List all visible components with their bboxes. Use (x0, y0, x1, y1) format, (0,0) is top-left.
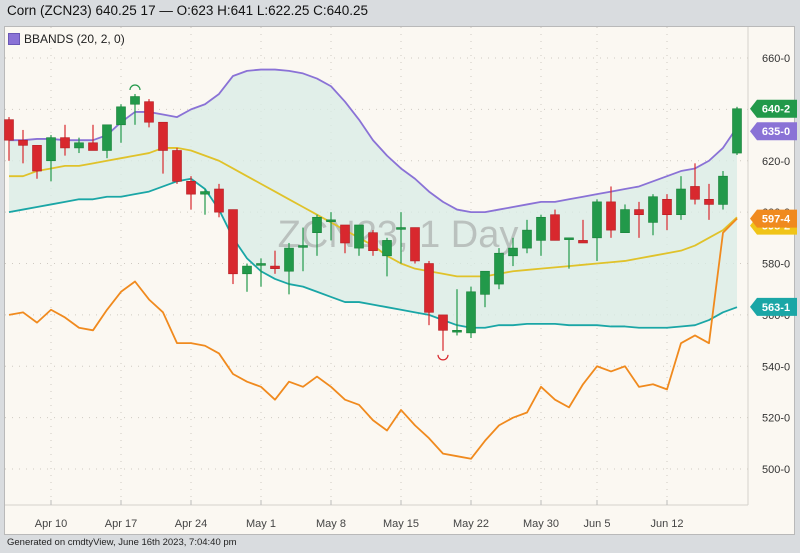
x-axis-tick-label: May 1 (246, 518, 276, 530)
candle-body[interactable] (382, 240, 392, 257)
candle-body[interactable] (522, 229, 532, 249)
y-axis-tick-label: 580-0 (762, 259, 790, 271)
candle-body[interactable] (718, 175, 728, 205)
footer-generated-text: Generated on cmdtyView, June 16th 2023, … (7, 537, 237, 548)
candle-body[interactable] (116, 106, 126, 126)
secondary-price-line (8, 217, 738, 460)
price-tag: 597-4 (750, 209, 797, 228)
svg-text:640-2: 640-2 (762, 104, 790, 116)
x-axis-tick-label: Apr 24 (175, 518, 207, 530)
candle-body[interactable] (494, 252, 504, 285)
candle-body[interactable] (158, 121, 168, 151)
candle-body[interactable] (536, 216, 546, 241)
chart-title: Corn (ZCN23) 640.25 17 — O:623 H:641 L:6… (7, 3, 368, 18)
candle-body[interactable] (88, 142, 98, 151)
candle-body[interactable] (606, 201, 616, 231)
candle-body[interactable] (578, 240, 588, 244)
candle-body[interactable] (298, 245, 308, 248)
bb-lower-line (8, 177, 738, 329)
candle-body[interactable] (200, 191, 210, 195)
legend[interactable]: BBANDS (20, 2, 0) (8, 32, 125, 46)
bollinger-band-fill (9, 69, 737, 328)
candle-body[interactable] (690, 186, 700, 200)
candle-body[interactable] (4, 119, 14, 141)
candle-body[interactable] (648, 196, 658, 223)
candle-body[interactable] (620, 209, 630, 233)
candle-body[interactable] (452, 330, 462, 333)
price-tag: 635-0 (750, 122, 797, 141)
candle-body[interactable] (60, 137, 70, 149)
candle-body[interactable] (312, 216, 322, 233)
candle-body[interactable] (284, 247, 294, 272)
y-axis-tick-label: 660-0 (762, 53, 790, 65)
candle-body[interactable] (242, 265, 252, 275)
y-axis-tick-label: 540-0 (762, 361, 790, 373)
period-low-marker-icon (437, 354, 449, 361)
period-high-marker-icon (129, 84, 141, 91)
candle-body[interactable] (18, 139, 28, 146)
candle-body[interactable] (74, 142, 84, 149)
candle-body[interactable] (46, 137, 56, 162)
x-axis-tick-label: May 15 (383, 518, 419, 530)
x-axis-tick-label: May 8 (316, 518, 346, 530)
candle-body[interactable] (354, 224, 364, 249)
svg-text:635-0: 635-0 (762, 126, 790, 138)
candle-body[interactable] (508, 247, 518, 257)
candle-body[interactable] (732, 108, 742, 154)
svg-text:563-1: 563-1 (762, 302, 790, 314)
candle-body[interactable] (480, 270, 490, 295)
candle-body[interactable] (228, 209, 238, 275)
candle-body[interactable] (424, 263, 434, 313)
candle-body[interactable] (438, 314, 448, 331)
x-axis-tick-label: Apr 17 (105, 518, 137, 530)
bb-upper-line (9, 68, 738, 214)
candle-body[interactable] (676, 188, 686, 216)
price-tag: 563-1 (750, 297, 797, 316)
y-axis-tick-label: 500-0 (762, 464, 790, 476)
y-axis-tick-label: 520-0 (762, 413, 790, 425)
candle-body[interactable] (550, 214, 560, 241)
y-axis-tick-label: 620-0 (762, 156, 790, 168)
candle-body[interactable] (662, 198, 672, 216)
candle-body[interactable] (564, 237, 574, 240)
candle-body[interactable] (256, 263, 266, 266)
candle-body[interactable] (270, 265, 280, 269)
candle-body[interactable] (368, 232, 378, 251)
candle-body[interactable] (410, 227, 420, 262)
price-tag: 640-2 (750, 99, 797, 118)
candle-body[interactable] (130, 96, 140, 105)
candle-body[interactable] (326, 219, 336, 222)
x-axis-tick-label: Jun 12 (650, 518, 683, 530)
legend-label: BBANDS (20, 2, 0) (24, 32, 125, 46)
svg-text:597-4: 597-4 (762, 214, 791, 226)
candle-body[interactable] (186, 181, 196, 195)
candle-body[interactable] (340, 224, 350, 244)
candle-body[interactable] (634, 209, 644, 216)
candle-body[interactable] (396, 227, 406, 230)
candle-body[interactable] (32, 145, 42, 172)
candle-body[interactable] (704, 198, 714, 205)
candle-body[interactable] (144, 101, 154, 123)
candle-body[interactable] (102, 124, 112, 151)
x-axis-tick-label: May 30 (523, 518, 559, 530)
x-axis-tick-label: May 22 (453, 518, 489, 530)
candle-body[interactable] (214, 188, 224, 213)
candle-body[interactable] (592, 201, 602, 239)
candle-body[interactable] (172, 150, 182, 182)
x-axis-tick-label: Apr 10 (35, 518, 67, 530)
x-axis-tick-label: Jun 5 (584, 518, 611, 530)
candle-body[interactable] (466, 291, 476, 334)
legend-swatch-icon (8, 33, 20, 45)
